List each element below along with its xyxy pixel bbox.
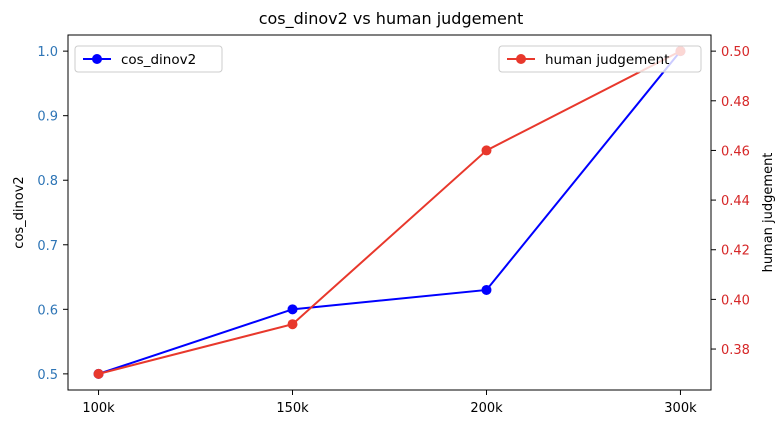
- right-y-tick-label: 0.40: [721, 293, 750, 308]
- data-point: [93, 368, 104, 379]
- legend-swatch-marker: [92, 54, 102, 64]
- data-point: [481, 145, 492, 156]
- x-tick-label: 300k: [664, 401, 697, 416]
- left-y-tick-label: 0.6: [37, 303, 58, 318]
- right-y-tick-label: 0.50: [721, 45, 750, 60]
- left-axis-title: cos_dinov2: [12, 176, 27, 248]
- right-y-tick-label: 0.38: [721, 343, 750, 358]
- left-y-tick-label: 0.5: [37, 368, 58, 383]
- legend-label: human judgement: [545, 52, 669, 68]
- right-y-tick-label: 0.42: [721, 244, 750, 259]
- data-point: [287, 304, 298, 315]
- x-tick-label: 100k: [82, 401, 115, 416]
- plot-frame: [67, 34, 712, 391]
- data-point: [481, 284, 492, 295]
- right-y-tick-label: 0.44: [721, 194, 750, 209]
- plot-area: 100k 150k 200k 300k 0.5 0.6 0.7 0.8 0.9 1.0 0.38 0.…: [12, 34, 776, 416]
- legend-box: [498, 45, 702, 73]
- chart-title: cos_dinov2 vs human judgement: [259, 9, 524, 29]
- legend-swatch-marker: [516, 54, 526, 64]
- data-point: [287, 319, 298, 330]
- left-y-tick-label: 1.0: [37, 45, 58, 60]
- left-y-tick-label: 0.9: [37, 110, 58, 125]
- series-line-human-judgement: [98, 50, 681, 375]
- x-tick-label: 150k: [276, 401, 309, 416]
- right-y-tick-label: 0.46: [721, 144, 750, 159]
- left-y-tick-label: 0.7: [37, 239, 58, 254]
- legend-label: cos_dinov2: [121, 52, 196, 68]
- series-line-cos-dinov2: [98, 50, 682, 375]
- right-y-tick-label: 0.48: [721, 95, 750, 110]
- right-axis-title: human judgement: [761, 153, 776, 273]
- x-tick-label: 200k: [470, 401, 503, 416]
- left-y-tick-label: 0.8: [37, 174, 58, 189]
- legend-box: [74, 45, 223, 73]
